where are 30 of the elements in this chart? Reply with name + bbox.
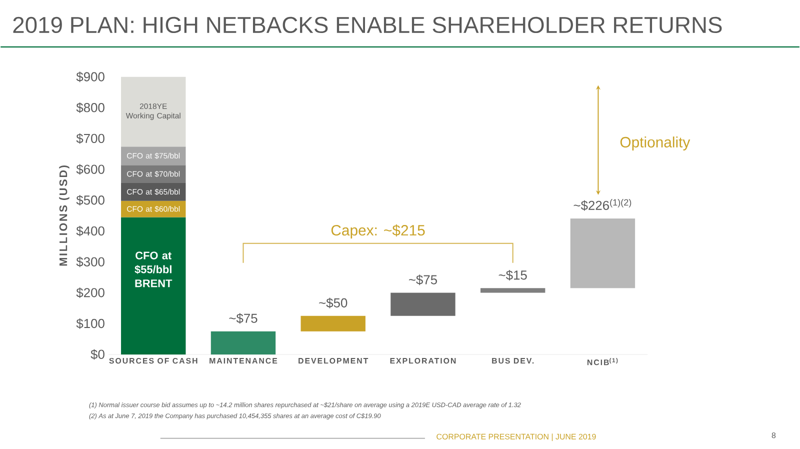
y-tick-label: $900: [76, 71, 104, 82]
bar: [121, 76, 186, 146]
y-tick-label: $600: [76, 164, 104, 174]
y-tick-label: $400: [76, 226, 104, 236]
y-tick-label: $300: [76, 256, 104, 267]
y-tick-label: $0: [90, 349, 104, 360]
bar: [570, 218, 636, 288]
chart-title: 2019 PLAN: HIGH NETBACKS ENABLE SHAREHOLDER RETURNS: [13, 16, 722, 33]
y-tick-label: $100: [76, 318, 104, 329]
bar: [210, 331, 276, 354]
y-tick-label: $200: [76, 287, 104, 298]
data-label: ~$226$^{(1)(2)}$: [574, 198, 632, 211]
y-tick-label: $500: [76, 194, 104, 206]
series-label: CFO at $55/bbl BRENT: [134, 251, 172, 287]
y-axis-title: MILLIONS (USD): [59, 165, 70, 266]
annotation: Optionality: [620, 136, 690, 150]
bar: [121, 200, 186, 218]
y-tick-label: $700: [76, 133, 104, 144]
bar: [121, 217, 186, 354]
bar: [121, 146, 186, 165]
y-tick-label: $800: [76, 102, 104, 113]
data-label: ~$50: [319, 298, 348, 308]
annotation: Capex: ~$215: [331, 224, 425, 238]
data-label: ~$75: [229, 313, 258, 324]
data-label: ~$15: [498, 270, 527, 280]
data-label: ~$75: [408, 274, 437, 285]
bar: [121, 182, 186, 201]
bar: [480, 288, 546, 293]
bar: [121, 164, 186, 183]
bar: [390, 292, 456, 316]
